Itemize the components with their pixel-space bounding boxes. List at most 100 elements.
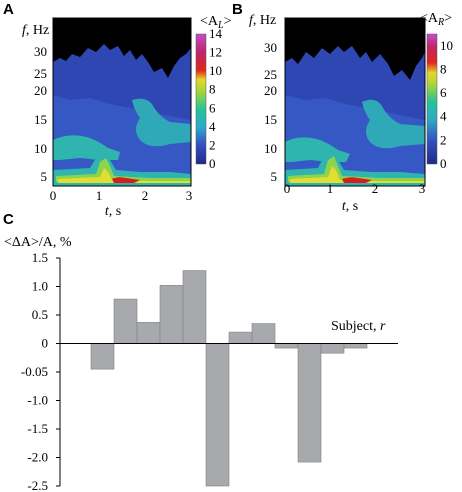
colorbar-tick-label: 2 xyxy=(209,137,216,152)
b-ytick-25: 25 xyxy=(264,67,277,82)
bar-ytick-label: -1.5 xyxy=(27,421,48,436)
colorbar-tick-label: 10 xyxy=(209,63,222,78)
colorbar-a-label-close: > xyxy=(224,14,232,29)
colorbar-b-label: <AR> xyxy=(420,11,452,28)
heatmap-a-xticks: 0 1 2 3 xyxy=(50,188,193,203)
a-xtick-0: 0 xyxy=(50,188,57,203)
bar-subject-7 xyxy=(205,343,230,487)
bar-subject-2 xyxy=(90,343,115,370)
bar-subject-6 xyxy=(182,270,207,344)
panel-label-a: A xyxy=(3,1,14,18)
heatmap-a-xlabel: t, s xyxy=(105,204,121,219)
heatmap-a-ylabel-unit: , Hz xyxy=(26,23,49,38)
colorbar-b-ticks: 0 2 4 6 8 10 xyxy=(440,38,453,171)
colorbar-tick-label: 8 xyxy=(209,82,216,97)
a-ytick-30: 30 xyxy=(34,44,47,59)
bar-subject-4 xyxy=(136,322,161,344)
bar-ytick-label: -2.5 xyxy=(27,478,48,492)
heatmap-b-ylabel-var: f xyxy=(249,13,255,28)
b-xtick-1: 1 xyxy=(327,181,334,196)
colorbar-a-label: <AL> xyxy=(200,14,232,31)
b-xtick-3: 3 xyxy=(419,181,426,196)
bar-ytick-label: -1.0 xyxy=(27,393,48,408)
heatmap-b-green xyxy=(288,156,425,182)
heatmap-a-frame xyxy=(52,17,192,187)
bar-ytick-label: 0.5 xyxy=(32,307,48,322)
bar-subject-9 xyxy=(251,323,276,344)
bar-xlabel-unit: , r xyxy=(373,319,386,334)
colorbar-a-label-sub: L xyxy=(217,20,224,31)
bar-ytick-label: -2.0 xyxy=(27,450,48,465)
a-ytick-20: 20 xyxy=(34,83,47,98)
bar-subject-13 xyxy=(343,343,368,349)
heatmap-a-green xyxy=(56,158,191,182)
panel-label-b: B xyxy=(232,1,243,18)
heatmap-a-red xyxy=(112,177,140,183)
bar-subject-12 xyxy=(320,343,345,354)
colorbar-tick-label: 12 xyxy=(209,45,222,60)
heatmap-b-ylabel: f, Hz xyxy=(249,13,276,28)
heatmap-a-xlabel-unit: , s xyxy=(109,204,121,219)
heatmap-b-yellow xyxy=(290,166,425,183)
heatmap-b-frame xyxy=(284,17,426,187)
heatmap-a-xlabel-var: t xyxy=(105,204,110,219)
b-xtick-0: 0 xyxy=(284,181,291,196)
colorbar-a xyxy=(195,33,207,165)
bar-ytick-label: -0.05 xyxy=(21,364,48,379)
colorbar-b-label-sub: R xyxy=(437,17,444,28)
colorbar-tick-label: 8 xyxy=(440,61,447,76)
colorbar-tick-label: 4 xyxy=(209,119,216,134)
bar-ylabel: <ΔA>/A, % xyxy=(4,235,72,250)
colorbar-tick-label: 4 xyxy=(440,109,447,124)
bar-ytick-label: 0 xyxy=(42,336,49,351)
a-ytick-15: 15 xyxy=(34,112,47,127)
bar-subject-10 xyxy=(274,343,299,349)
panel-label-c: C xyxy=(3,211,14,228)
bar-ytick-label: 1.5 xyxy=(32,250,48,265)
heatmap-b-teal-upper xyxy=(362,99,425,149)
colorbar-tick-label: 10 xyxy=(440,38,453,53)
bar-xlabel: Subject, r xyxy=(331,319,386,334)
bar-subject-8 xyxy=(228,331,253,344)
bar-series xyxy=(90,270,368,487)
heatmap-a xyxy=(53,18,191,186)
heatmap-b-xlabel-var: t xyxy=(342,199,347,214)
bar-ytick-marks xyxy=(56,257,60,487)
bar-xlabel-var: Subject xyxy=(331,319,373,334)
heatmap-b xyxy=(285,18,425,186)
bar-ytick-label: 1.0 xyxy=(32,279,48,294)
bar-yticks: 1.5 1.0 0.5 0 -0.05 -1.0 -1.5 -2.0 -2.5 xyxy=(21,250,48,492)
heatmap-b-xlabel-unit: , s xyxy=(346,199,358,214)
heatmap-b-xlabel: t, s xyxy=(342,199,358,214)
heatmap-a-ylabel: f, Hz xyxy=(22,23,49,38)
colorbar-a-ticks: 0 2 4 6 8 10 12 14 xyxy=(209,26,223,171)
a-xtick-2: 2 xyxy=(142,188,149,203)
heatmap-a-teal-upper xyxy=(132,98,191,147)
bar-subject-3 xyxy=(113,298,138,344)
bar-subject-5 xyxy=(159,285,184,344)
heatmap-a-ylabel-var: f xyxy=(22,23,28,38)
bar-subject-11 xyxy=(297,343,322,463)
a-xtick-3: 3 xyxy=(186,188,193,203)
heatmap-b-ylabel-unit: , Hz xyxy=(253,13,276,28)
colorbar-tick-label: 6 xyxy=(209,100,216,115)
a-xtick-1: 1 xyxy=(96,188,103,203)
b-ytick-30: 30 xyxy=(264,40,277,55)
heatmap-a-yticks: 5 10 15 20 25 30 xyxy=(34,44,47,184)
b-xtick-2: 2 xyxy=(372,181,379,196)
b-ytick-10: 10 xyxy=(264,141,277,156)
heatmap-b-xticks: 0 1 2 3 xyxy=(284,181,426,196)
b-ytick-15: 15 xyxy=(264,112,277,127)
a-ytick-25: 25 xyxy=(34,66,47,81)
colorbar-a-label-text: <A xyxy=(200,14,219,29)
heatmap-b-red xyxy=(342,177,372,183)
b-ytick-20: 20 xyxy=(264,83,277,98)
a-ytick-10: 10 xyxy=(34,141,47,156)
colorbar-tick-label: 0 xyxy=(440,156,447,171)
colorbar-tick-label: 6 xyxy=(440,85,447,100)
colorbar-b-label-close: > xyxy=(444,11,452,26)
colorbar-tick-label: 0 xyxy=(209,156,216,171)
heatmap-a-yellow xyxy=(58,168,191,183)
colorbar-b-label-text: <A xyxy=(420,11,439,26)
